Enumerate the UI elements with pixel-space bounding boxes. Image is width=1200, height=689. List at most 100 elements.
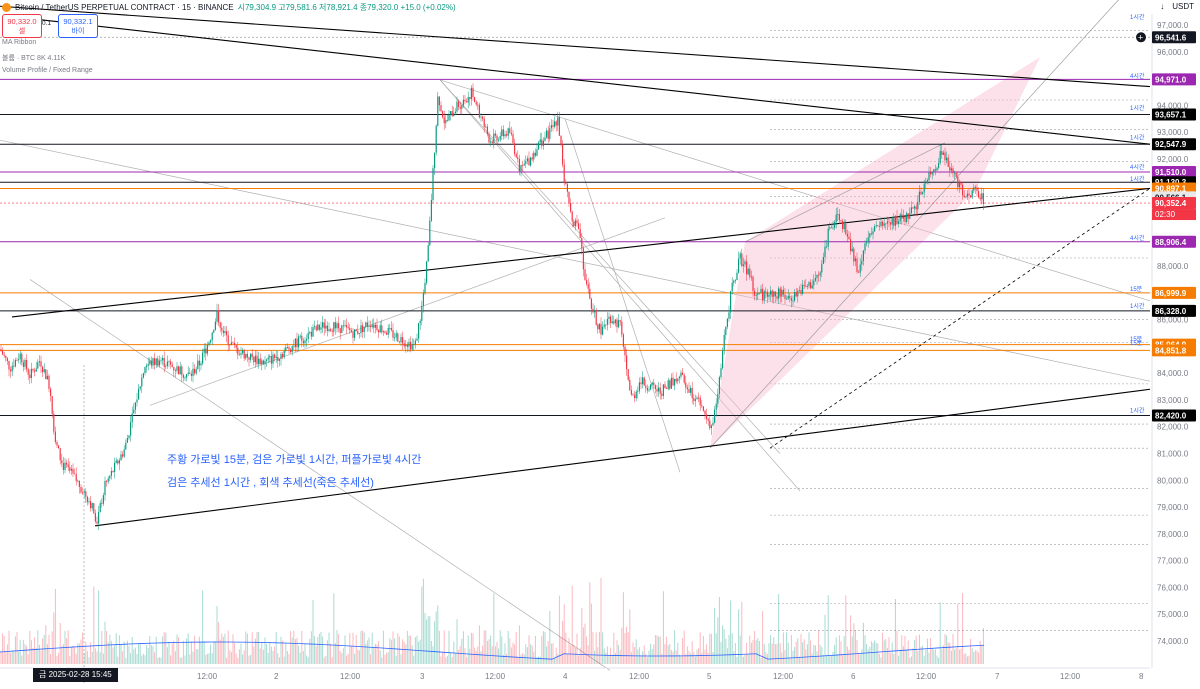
volume-bar <box>574 647 576 664</box>
candle-body <box>442 111 444 118</box>
volume-bar <box>774 644 776 664</box>
volume-bar <box>930 638 932 664</box>
candle-body <box>883 223 885 226</box>
volume-bar <box>616 640 618 664</box>
volume-bar <box>550 643 552 664</box>
indicator-volume-profile[interactable]: Volume Profile / Fixed Range <box>2 67 93 74</box>
volume-bar <box>437 605 439 664</box>
level-note-label: 15분 <box>1130 336 1143 343</box>
volume-bar <box>112 647 114 664</box>
candle-body <box>650 384 652 390</box>
candle-body <box>491 141 493 144</box>
candle-body <box>853 248 855 262</box>
symbol-title[interactable]: Bitcoin / TetherUS PERPETUAL CONTRACT · … <box>15 2 234 12</box>
volume-bar <box>218 622 220 664</box>
candle-body <box>782 289 784 295</box>
price-tag-label: 92,547.9 <box>1155 140 1187 149</box>
volume-bar <box>110 640 112 664</box>
volume-bar <box>896 630 898 664</box>
volume-bar <box>248 655 250 664</box>
candle-body <box>882 221 884 226</box>
candle-body <box>587 284 589 289</box>
volume-bar <box>309 638 311 664</box>
candle-body <box>760 288 762 293</box>
volume-bar <box>424 613 426 664</box>
black-trendline-low <box>94 388 1151 527</box>
volume-bar <box>899 649 901 664</box>
volume-bar <box>234 643 236 664</box>
candle-body <box>64 462 66 470</box>
indicator-volume[interactable]: 볼륨 · BTC 8K 4.11K <box>2 55 66 62</box>
arrow-down-icon[interactable]: ↓ <box>1160 2 1165 11</box>
candle-body <box>920 191 922 195</box>
volume-bar <box>957 603 959 664</box>
volume-bar <box>648 650 650 664</box>
volume-bar <box>971 648 973 664</box>
volume-bar <box>506 653 508 664</box>
candle-body <box>578 223 580 230</box>
candle-body <box>869 233 871 238</box>
volume-bar <box>954 649 956 664</box>
volume-bar <box>939 602 941 664</box>
level-note-label: 4시간 <box>1130 72 1145 80</box>
candle-body <box>298 336 300 348</box>
volume-bar <box>318 633 320 664</box>
buy-button[interactable]: 90,332.1 바이 <box>58 14 98 38</box>
candle-body <box>179 366 181 375</box>
bitcoin-icon <box>2 2 11 12</box>
currency-label[interactable]: USDT <box>1172 2 1194 11</box>
volume-bar <box>426 619 428 664</box>
volume-bar <box>307 657 309 664</box>
candle-body <box>24 360 26 367</box>
candle-body <box>214 321 216 331</box>
volume-bar <box>469 648 471 664</box>
candle-body <box>813 280 815 286</box>
volume-bar <box>440 656 442 664</box>
volume-bar <box>78 643 80 664</box>
volume-bar <box>499 630 501 664</box>
volume-bar <box>445 657 447 664</box>
volume-bar <box>872 642 874 664</box>
candle-body <box>384 331 386 333</box>
candle-body <box>574 220 576 227</box>
candle-body <box>46 375 48 380</box>
volume-bar <box>926 638 928 664</box>
candle-body <box>176 366 178 371</box>
candle-body <box>86 496 88 503</box>
candle-body <box>594 310 596 313</box>
volume-bar <box>69 655 71 664</box>
volume-bar <box>206 653 208 664</box>
candle-body <box>96 521 98 524</box>
candle-body <box>253 356 255 363</box>
volume-bar <box>952 634 954 664</box>
volume-bar <box>162 636 164 664</box>
candle-body <box>936 167 938 171</box>
candle-body <box>747 268 749 275</box>
volume-bar <box>474 647 476 664</box>
volume-bar <box>205 654 207 664</box>
volume-bar <box>502 654 504 664</box>
volume-bar <box>40 650 42 664</box>
level-note-label: 4시간 <box>1130 234 1145 242</box>
indicator-ma-ribbon[interactable]: MA Ribbon <box>2 39 37 46</box>
candle-body <box>368 325 370 327</box>
candle-body <box>973 187 975 191</box>
volume-bar <box>59 623 61 664</box>
candle-body <box>213 330 215 333</box>
candle-body <box>394 337 396 339</box>
volume-bar <box>838 635 840 664</box>
candle-body <box>822 257 824 264</box>
price-axis-tick: 80,000.0 <box>1157 476 1189 485</box>
volume-bar <box>411 645 413 664</box>
candle-body <box>934 169 936 171</box>
volume-bar <box>429 616 431 664</box>
candle-body <box>581 237 583 249</box>
candle-body <box>286 347 288 348</box>
candle-body <box>763 291 765 301</box>
candle-body <box>259 358 261 365</box>
candle-body <box>931 171 933 175</box>
sell-button[interactable]: 90,332.0 셀 <box>2 14 42 38</box>
volume-bar <box>757 637 759 664</box>
